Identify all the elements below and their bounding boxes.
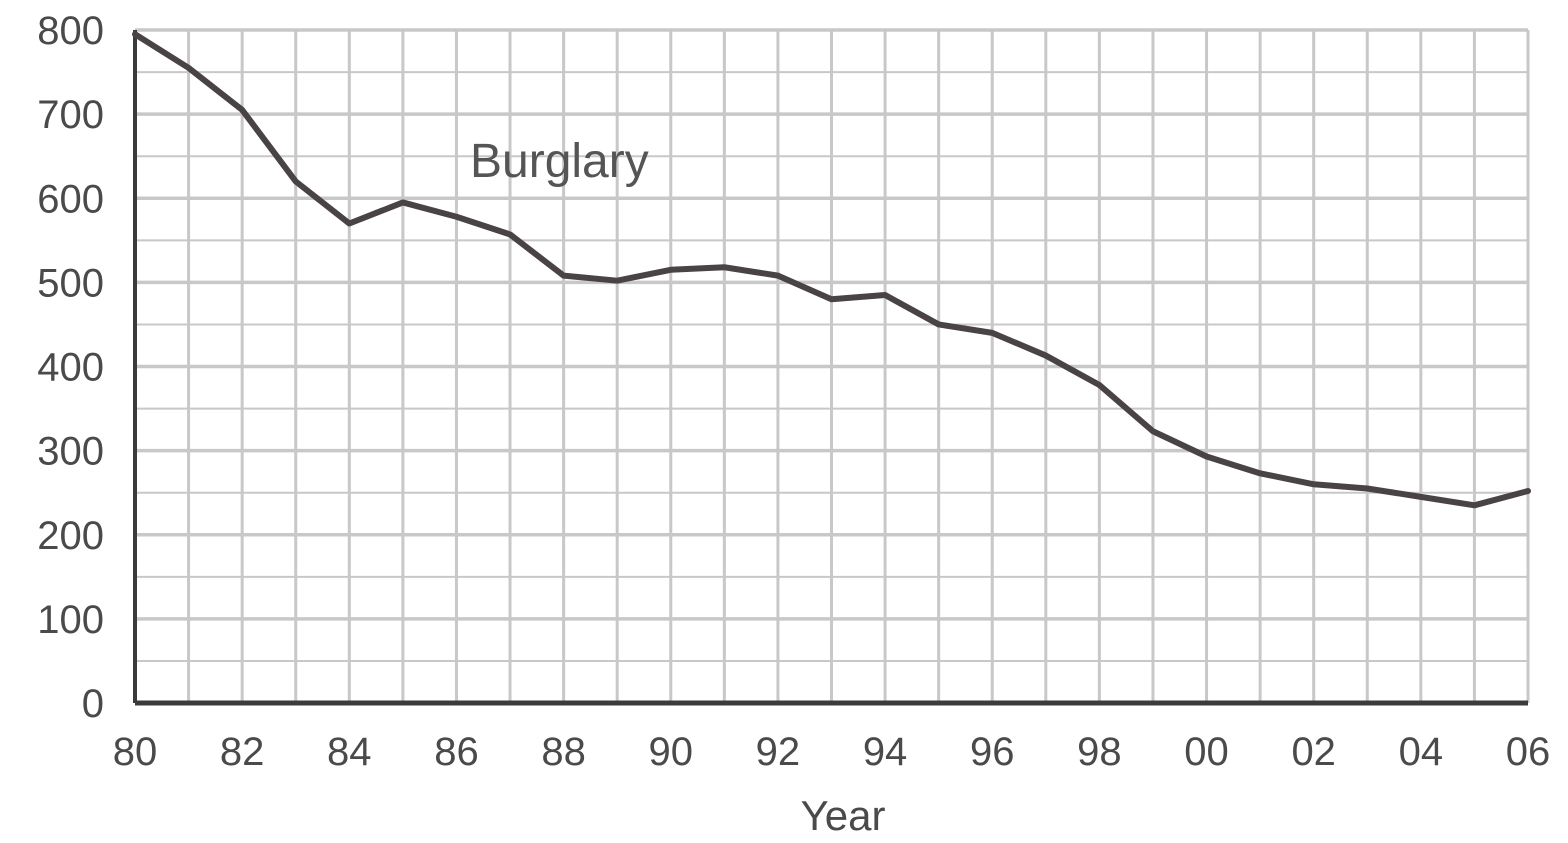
x-tick-label: 90 xyxy=(649,730,694,774)
x-tick-label: 02 xyxy=(1291,730,1336,774)
series-line-burglary xyxy=(132,31,1531,509)
y-tick-label: 0 xyxy=(82,682,104,726)
series-lines xyxy=(132,31,1531,509)
x-tick-label: 00 xyxy=(1184,730,1229,774)
y-tick-label: 800 xyxy=(37,9,104,53)
x-tick-label: 98 xyxy=(1077,730,1122,774)
y-tick-label: 400 xyxy=(37,346,104,390)
y-tick-label: 100 xyxy=(37,598,104,642)
x-tick-label: 82 xyxy=(220,730,265,774)
tick-labels: 0 100 200 300 400 500 600 700 800 80 82 84 86 88 90 92 9… xyxy=(37,9,1550,774)
x-tick-label: 84 xyxy=(327,730,372,774)
y-tick-label: 200 xyxy=(37,514,104,558)
x-tick-label: 94 xyxy=(863,730,908,774)
axes xyxy=(133,30,1528,706)
grid xyxy=(133,28,1530,705)
x-tick-label: 04 xyxy=(1399,730,1444,774)
y-tick-label: 700 xyxy=(37,93,104,137)
x-tick-label: 86 xyxy=(434,730,479,774)
y-tick-label: 300 xyxy=(37,430,104,474)
x-tick-label: 96 xyxy=(970,730,1015,774)
x-tick-label: 80 xyxy=(113,730,158,774)
y-tick-label: 500 xyxy=(37,261,104,305)
x-tick-label: 88 xyxy=(541,730,586,774)
x-tick-label: 06 xyxy=(1506,730,1551,774)
y-tick-label: 600 xyxy=(37,177,104,221)
x-tick-label: 92 xyxy=(756,730,801,774)
x-axis-title: Year xyxy=(801,792,886,838)
series-label-burglary: Burglary xyxy=(470,135,649,188)
